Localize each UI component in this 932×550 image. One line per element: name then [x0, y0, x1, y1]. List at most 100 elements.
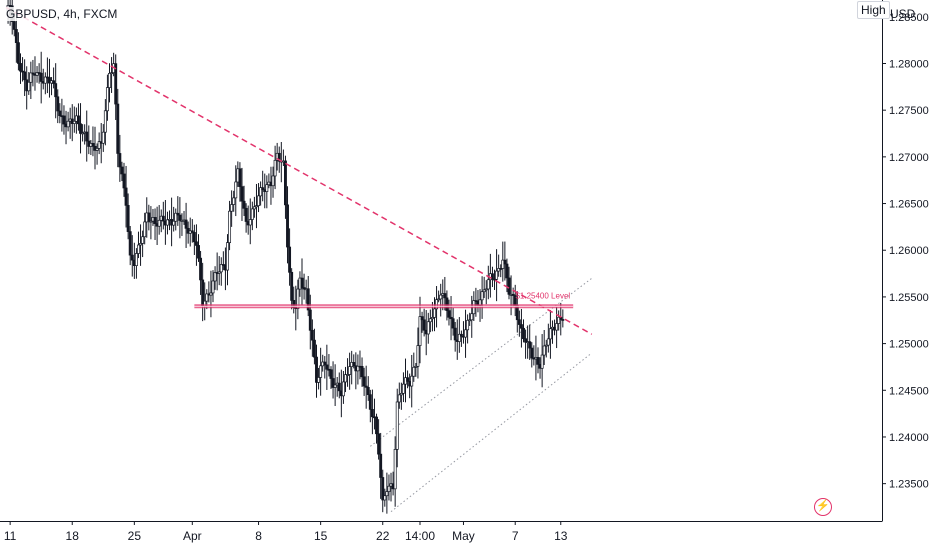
candle-body	[141, 236, 145, 244]
candle-body	[377, 433, 381, 455]
candle-body	[414, 365, 418, 368]
time-tick-label: 14:00	[405, 529, 435, 543]
candle-body	[211, 280, 215, 294]
candle-body	[265, 184, 269, 192]
candle-body	[364, 385, 368, 388]
candle-body	[459, 333, 463, 337]
candle-body	[114, 63, 118, 105]
candle-body	[39, 72, 43, 82]
candle-body	[209, 292, 213, 296]
candle-body	[228, 210, 232, 243]
candle-body	[76, 115, 80, 125]
candle-body	[548, 328, 552, 340]
candle-body	[35, 72, 39, 76]
candle-body	[505, 263, 509, 279]
candle-body	[257, 195, 260, 207]
time-tick-label: 22	[376, 529, 390, 543]
candle-body	[517, 319, 521, 325]
candle-body	[56, 96, 60, 112]
candle-body	[406, 377, 410, 382]
candle-body	[410, 375, 414, 387]
candle-body	[43, 76, 47, 84]
candle-body	[273, 159, 277, 177]
candle-body	[499, 268, 503, 270]
candle-body	[240, 186, 244, 202]
candle-body	[480, 291, 484, 301]
candle-body	[333, 384, 337, 388]
candle-body	[457, 333, 461, 342]
candle-body	[368, 394, 372, 410]
candle-body	[399, 392, 403, 396]
resistance-trendline	[5, 6, 593, 335]
candle-body	[422, 319, 426, 331]
candle-body	[232, 197, 236, 205]
candle-body	[542, 345, 546, 356]
trendline-line	[5, 6, 593, 335]
candle-body	[430, 317, 434, 320]
candle-body	[555, 323, 559, 331]
candle-body	[341, 381, 345, 397]
candle-body	[213, 272, 217, 282]
time-tick-label: 13	[554, 529, 568, 543]
candle-body	[230, 204, 234, 212]
candle-body	[507, 277, 511, 295]
time-tick-label: May	[452, 529, 475, 543]
currency-label[interactable]: USD	[890, 7, 916, 21]
candle-body	[85, 131, 89, 142]
candlestick-series	[6, 0, 565, 514]
candle-body	[217, 271, 221, 274]
symbol-label[interactable]: GBPUSD, 4h, FXCM	[4, 7, 120, 21]
candle-body	[544, 344, 548, 347]
candle-body	[484, 288, 488, 291]
candle-body	[344, 374, 347, 383]
candle-body	[557, 316, 561, 324]
candle-body	[536, 357, 540, 365]
candle-body	[420, 316, 424, 321]
candle-body	[190, 230, 194, 233]
candle-body	[445, 297, 449, 311]
candle-body	[226, 242, 229, 271]
lightning-alert-icon[interactable]: ⚡	[814, 498, 832, 516]
time-axis: 11 18 25 Apr 8 15 22 14:00 May 7 13	[0, 521, 883, 543]
candle-body	[412, 366, 416, 377]
candle-body	[352, 362, 356, 367]
price-tick-label: 1.24500	[889, 385, 929, 397]
candle-body	[242, 200, 246, 209]
candle-body	[23, 71, 27, 81]
candle-body	[466, 319, 470, 331]
candle-body	[470, 313, 474, 321]
candle-body	[184, 219, 188, 229]
candle-body	[178, 214, 182, 221]
candle-body	[418, 316, 422, 346]
candle-body	[219, 264, 223, 273]
candle-body	[395, 401, 399, 450]
time-tick-label: 15	[314, 529, 328, 543]
candle-body	[110, 72, 114, 75]
time-tick-label: 8	[255, 529, 262, 543]
candle-body	[139, 243, 142, 246]
candle-body	[62, 115, 66, 125]
candle-body	[137, 244, 140, 254]
candle-body	[428, 318, 432, 323]
candle-body	[52, 80, 56, 84]
candle-body	[306, 288, 310, 311]
candle-body	[468, 319, 472, 322]
price-tick-label: 1.25000	[889, 339, 929, 351]
candle-body	[290, 271, 294, 301]
candle-body	[101, 131, 105, 144]
candle-body	[130, 254, 134, 261]
candle-body	[381, 477, 385, 501]
candle-body	[108, 72, 111, 88]
candle-body	[116, 103, 120, 154]
candle-body	[143, 221, 147, 238]
candle-body	[192, 232, 196, 243]
high-badge[interactable]: High	[857, 1, 890, 19]
candle-body	[16, 42, 20, 64]
candle-body	[337, 382, 341, 392]
candle-body	[323, 361, 327, 366]
candle-body	[443, 293, 447, 299]
candle-body	[302, 287, 306, 290]
candle-body	[482, 289, 486, 293]
candle-body	[437, 298, 441, 301]
